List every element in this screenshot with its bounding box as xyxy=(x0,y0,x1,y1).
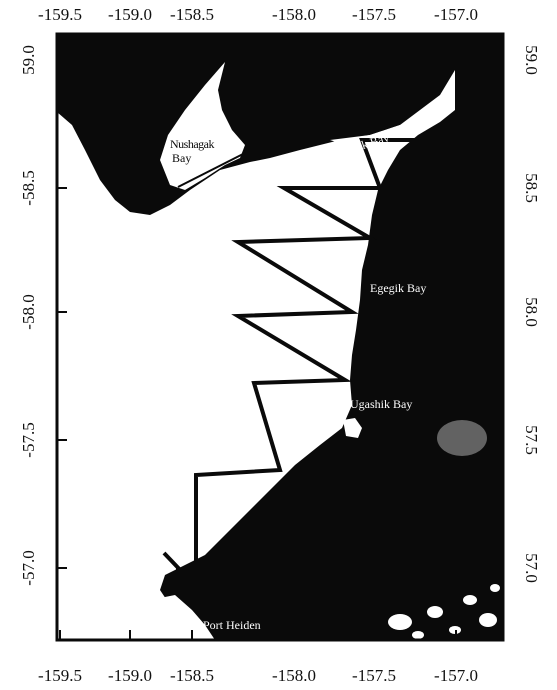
lat-tick-label-right: 58.5 xyxy=(522,173,541,203)
lon-tick-label-top: -157.0 xyxy=(434,5,478,24)
terrain-patch xyxy=(437,420,487,456)
lat-tick-label-right: 59.0 xyxy=(522,45,541,75)
lat-tick-label-left: 59.0 xyxy=(19,45,38,75)
label-nushagak: Nushagak xyxy=(170,137,214,151)
lon-tick-label-bottom: -158.5 xyxy=(170,666,214,685)
lon-tick-label-bottom: -159.0 xyxy=(108,666,152,685)
lon-tick-label-top: -158.5 xyxy=(170,5,214,24)
lat-tick-label-left: -58.0 xyxy=(19,294,38,329)
lon-tick-label-top: -158.0 xyxy=(272,5,316,24)
lon-tick-label-bottom: -159.5 xyxy=(38,666,82,685)
lon-tick-label-top: -157.5 xyxy=(352,5,396,24)
nushagak-bay-water xyxy=(160,62,245,190)
lon-tick-label-top: -159.0 xyxy=(108,5,152,24)
lon-tick-label-bottom: -157.0 xyxy=(434,666,478,685)
lat-tick-label-left: -58.5 xyxy=(19,170,38,205)
lat-tick-label-left: -57.0 xyxy=(19,550,38,585)
lat-tick-label-right: 57.5 xyxy=(522,425,541,455)
lon-tick-label-top: -159.5 xyxy=(38,5,82,24)
port-heiden-water xyxy=(57,595,215,640)
lon-tick-label-bottom: -157.5 xyxy=(352,666,396,685)
lakes xyxy=(388,584,500,639)
land-east xyxy=(160,34,503,640)
label-nushagak-bay: Bay xyxy=(172,151,191,165)
nushagak-bay-line xyxy=(177,152,246,188)
ugashik-bay-water xyxy=(343,418,362,438)
label-port-heiden: Port Heiden xyxy=(203,618,261,632)
lon-tick-label-bottom: -158.0 xyxy=(272,666,316,685)
track-end-tick xyxy=(162,551,187,577)
label-ugashik-bay: Ugashik Bay xyxy=(350,397,412,411)
lat-tick-label-right: 57.0 xyxy=(522,553,541,583)
lat-tick-label-right: 58.0 xyxy=(522,297,541,327)
lat-tick-label-left: -57.5 xyxy=(19,422,38,457)
label-egegik-bay: Egegik Bay xyxy=(370,281,426,295)
land-north-west xyxy=(57,34,455,215)
map-frame xyxy=(55,32,505,642)
survey-track xyxy=(176,138,445,572)
latitude-ticks: 59.0 59.0 -58.5 58.5 -58.0 58.0 -57.5 57.5 -57.0… xyxy=(19,45,541,586)
longitude-ticks: -159.5 -159.5 -159.0 -159.0 -158.5 -158.5 -158… xyxy=(38,5,478,685)
